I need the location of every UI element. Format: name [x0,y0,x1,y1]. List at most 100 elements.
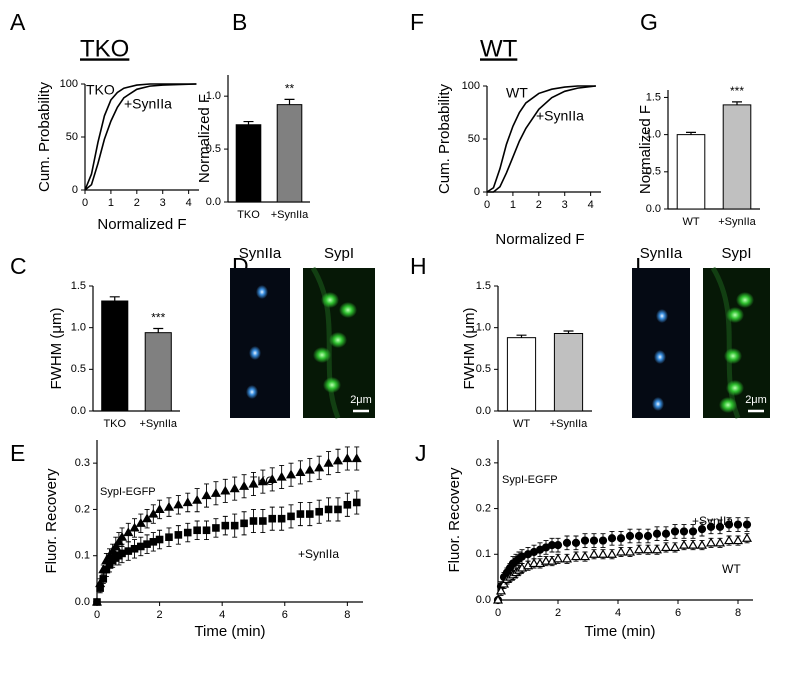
y-tick-label: 0.3 [476,457,491,469]
error-bar [243,120,254,125]
marker [93,598,101,606]
marker [334,505,342,514]
y-tick-label: 100 [60,78,78,90]
marker [277,514,286,523]
punctum [313,347,331,363]
marker [351,453,362,463]
x-tick-label: 4 [588,199,594,211]
cdf-line [84,83,197,191]
marker [669,542,681,552]
panel-letter: E [10,440,25,466]
x-axis-label: Normalized F [495,231,584,248]
marker [352,498,361,507]
punctum [724,348,742,364]
y-tick-label: 0.5 [71,363,86,375]
punctum [249,346,261,360]
y-tick-label: 0.3 [75,457,90,469]
marker [651,544,663,554]
y-tick-label: 50 [468,133,480,145]
series-label: +SynIIa [124,96,172,112]
marker [540,555,552,565]
y-tick-label: 1.5 [71,280,86,292]
marker [570,551,582,561]
marker [201,490,212,500]
marker [220,485,231,495]
punctum [652,397,664,411]
y-tick-label: 0.0 [476,405,491,417]
marker [616,534,626,543]
punctum [736,292,754,308]
series-label: TKO [86,82,115,98]
marker [528,558,540,568]
x-tick-label: +SynIIa [271,209,309,221]
marker [634,531,644,541]
punctum [323,377,341,393]
error-bar [516,334,527,338]
series-label: +SynIIa [536,108,584,124]
y-axis-label: Cum. Probability [36,81,53,192]
error-bar [686,131,696,135]
bar [553,333,584,412]
y-tick-label: 0.1 [75,550,90,562]
y-tick-label: 100 [462,80,480,92]
channel-label: SynIIa [239,245,282,262]
punctum [719,397,737,413]
marker [498,578,510,588]
y-tick-label: 1.5 [646,91,661,103]
panel-letter: F [410,9,424,35]
marker [285,469,297,479]
series-label: +SynIIa [298,547,339,561]
punctum [726,307,744,323]
marker [724,520,734,529]
error-bar [153,327,164,333]
x-tick-label: 2 [157,609,163,621]
panel-letter: C [10,253,27,279]
panel-letter: H [410,253,427,279]
y-tick-label: 0.0 [75,596,90,608]
marker [130,544,139,553]
marker [259,517,267,525]
marker [741,533,753,542]
panel-letter: G [640,9,658,35]
marker [552,553,564,563]
marker [182,497,193,507]
marker [192,494,203,504]
y-tick-label: 0.5 [206,143,221,155]
y-axis-label: FWHM (μm) [48,308,65,390]
marker [239,481,250,490]
error-bar [732,101,742,105]
marker [324,505,333,514]
y-tick-label: 50 [66,131,78,143]
x-tick-label: 0 [82,197,88,209]
x-tick-label: 4 [219,609,225,621]
marker [287,512,295,521]
y-tick-label: 0.2 [476,502,491,514]
bar [235,124,262,203]
marker [210,488,221,497]
channel-label: SypI [721,245,751,262]
marker [257,476,268,486]
marker [174,531,183,539]
annotation: SypI-EGFP [100,486,156,498]
scale-label: 2μm [745,394,767,406]
marker [267,474,278,483]
cdf-line [84,83,197,191]
marker [248,478,259,488]
y-tick-label: 0.0 [476,594,491,606]
x-tick-label: +SynIIa [718,216,756,228]
marker [193,526,201,535]
x-axis-label: Normalized F [97,216,186,233]
error-bar [563,330,574,334]
y-tick-label: 0 [474,186,480,198]
marker [642,544,654,554]
marker [118,549,126,558]
x-tick-label: 4 [186,197,192,209]
punctum [339,302,357,318]
x-tick-label: 2 [536,199,542,211]
marker [143,540,151,548]
marker [124,547,133,555]
punctum [321,292,339,308]
marker [135,518,146,527]
y-tick-label: 0.1 [476,548,491,560]
